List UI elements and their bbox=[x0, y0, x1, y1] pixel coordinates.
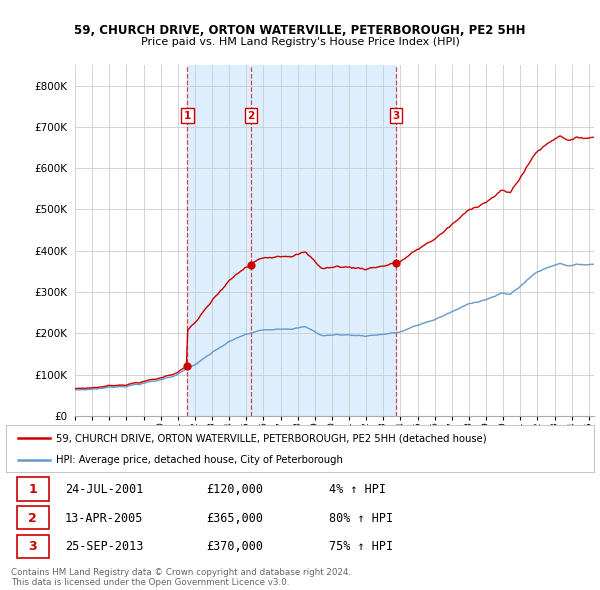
Text: Price paid vs. HM Land Registry's House Price Index (HPI): Price paid vs. HM Land Registry's House … bbox=[140, 38, 460, 47]
Text: 75% ↑ HPI: 75% ↑ HPI bbox=[329, 540, 394, 553]
Text: 59, CHURCH DRIVE, ORTON WATERVILLE, PETERBOROUGH, PE2 5HH (detached house): 59, CHURCH DRIVE, ORTON WATERVILLE, PETE… bbox=[56, 433, 487, 443]
Text: 4% ↑ HPI: 4% ↑ HPI bbox=[329, 483, 386, 496]
Text: 2: 2 bbox=[247, 111, 255, 121]
Text: £365,000: £365,000 bbox=[206, 512, 263, 525]
Text: 25-SEP-2013: 25-SEP-2013 bbox=[65, 540, 143, 553]
Text: Contains HM Land Registry data © Crown copyright and database right 2024.: Contains HM Land Registry data © Crown c… bbox=[11, 568, 351, 577]
Point bbox=[391, 258, 401, 268]
Text: 24-JUL-2001: 24-JUL-2001 bbox=[65, 483, 143, 496]
Point bbox=[246, 261, 256, 270]
FancyBboxPatch shape bbox=[17, 477, 49, 500]
FancyBboxPatch shape bbox=[17, 535, 49, 558]
Bar bbox=[251, 65, 396, 416]
Text: 1: 1 bbox=[184, 111, 191, 121]
Text: 2: 2 bbox=[28, 512, 37, 525]
Text: This data is licensed under the Open Government Licence v3.0.: This data is licensed under the Open Gov… bbox=[11, 578, 289, 587]
FancyBboxPatch shape bbox=[17, 506, 49, 529]
Text: 13-APR-2005: 13-APR-2005 bbox=[65, 512, 143, 525]
Bar bbox=[187, 65, 251, 416]
Text: 3: 3 bbox=[392, 111, 400, 121]
Text: 80% ↑ HPI: 80% ↑ HPI bbox=[329, 512, 394, 525]
Text: 1: 1 bbox=[28, 483, 37, 496]
Text: 3: 3 bbox=[28, 540, 37, 553]
Text: £370,000: £370,000 bbox=[206, 540, 263, 553]
Text: HPI: Average price, detached house, City of Peterborough: HPI: Average price, detached house, City… bbox=[56, 455, 343, 465]
Text: £120,000: £120,000 bbox=[206, 483, 263, 496]
Point bbox=[182, 362, 192, 371]
Text: 59, CHURCH DRIVE, ORTON WATERVILLE, PETERBOROUGH, PE2 5HH: 59, CHURCH DRIVE, ORTON WATERVILLE, PETE… bbox=[74, 24, 526, 37]
